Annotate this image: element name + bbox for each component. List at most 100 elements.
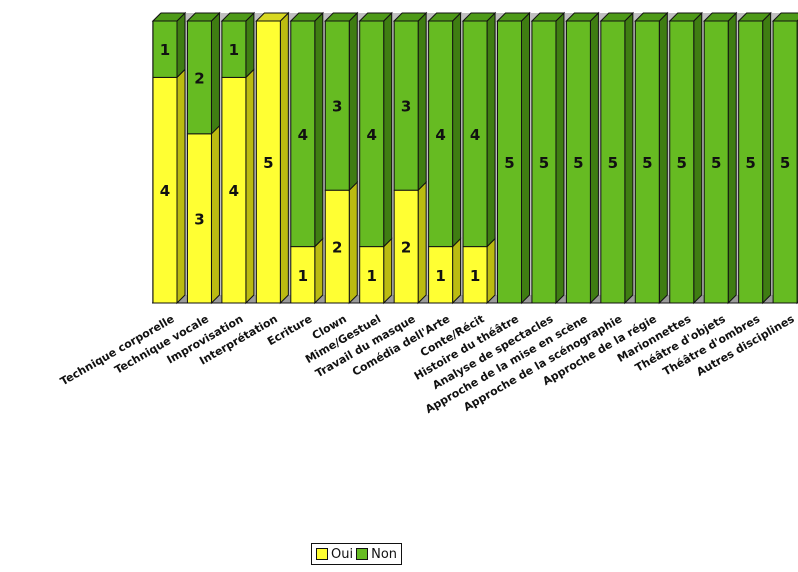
- bar-oui-9: [462, 246, 488, 304]
- value-label-non-16: 5: [711, 154, 721, 172]
- value-label-non-13: 5: [608, 154, 618, 172]
- bar-oui-4: [290, 246, 316, 304]
- value-label-non-18: 5: [780, 154, 790, 172]
- value-label-oui-8: 1: [435, 267, 445, 285]
- bar-top-13: [599, 12, 635, 22]
- bar-non-5: [324, 20, 350, 191]
- bar-non-side-17: [762, 11, 772, 305]
- bar-top-6: [358, 12, 393, 22]
- bar-oui-side-2: [245, 68, 255, 305]
- bar-top-17: [737, 12, 772, 22]
- value-label-oui-5: 2: [332, 239, 342, 257]
- value-labels: 4 1 3 2 4 1 5 1 4 2 3 1 4 2 3 1 4 1 4 5 5 5 5 5 5 5 5 5: [160, 41, 791, 285]
- bar-non-side-14: [658, 11, 668, 305]
- bar-oui-side-6: [383, 237, 393, 305]
- value-label-non-15: 5: [677, 154, 687, 172]
- bar-top-16: [702, 12, 738, 22]
- bar-top-3: [255, 12, 290, 22]
- bar-non-side-7: [417, 11, 427, 192]
- value-label-non-17: 5: [745, 154, 755, 172]
- bar-non-side-10: [521, 11, 530, 305]
- value-label-non-10: 5: [504, 154, 514, 172]
- bar-oui-3: [255, 20, 281, 304]
- value-label-oui-1: 3: [194, 210, 204, 228]
- bar-top-5: [324, 12, 359, 22]
- value-label-oui-9: 1: [470, 267, 480, 285]
- bar-oui-side-5: [348, 180, 358, 305]
- legend: Oui Non: [311, 543, 403, 565]
- bar-non-side-13: [624, 11, 634, 305]
- value-label-oui-6: 1: [366, 267, 376, 285]
- value-label-non-9: 4: [470, 126, 480, 144]
- value-label-oui-4: 1: [298, 267, 308, 285]
- legend-item-oui: Oui: [316, 547, 353, 562]
- bar-non-1: [186, 20, 212, 135]
- bar-oui-0: [152, 76, 178, 304]
- legend-item-non: Non: [356, 547, 397, 562]
- value-label-oui-7: 2: [401, 239, 411, 257]
- bar-top-2: [220, 12, 256, 22]
- bar-non-13: [600, 20, 626, 304]
- bar-oui-5: [324, 189, 350, 304]
- bar-non-side-8: [452, 11, 462, 248]
- value-label-non-1: 2: [194, 69, 204, 87]
- stacked-bar-chart: 4 1 3 2 4 1 5 1 4 2 3 1 4 2 3 1 4 1 4 5 5 5 5 5 5 5 5 5 Technique c…: [58, 11, 798, 416]
- bar-non-15: [669, 20, 695, 304]
- bar-oui-side-4: [314, 237, 324, 305]
- bar-top-1: [186, 12, 221, 22]
- bar-top-10: [496, 12, 531, 22]
- bar-non-side-9: [486, 11, 496, 248]
- value-label-non-14: 5: [642, 154, 652, 172]
- bar-non-18: [772, 20, 798, 304]
- value-label-non-6: 4: [366, 126, 376, 144]
- bar-non-side-11: [555, 11, 565, 305]
- bar-oui-7: [393, 189, 419, 304]
- legend-swatch-oui: [316, 548, 328, 560]
- bar-non-11: [531, 20, 557, 304]
- bar-oui-side-8: [452, 237, 462, 305]
- legend-swatch-non: [356, 548, 369, 560]
- bar-oui-side-3: [279, 11, 289, 305]
- bar-non-12: [565, 20, 591, 304]
- value-label-non-11: 5: [539, 154, 549, 172]
- value-label-non-0: 1: [160, 41, 170, 59]
- bar-non-17: [738, 20, 764, 304]
- bar-non-side-12: [589, 11, 599, 305]
- bar-top-4: [289, 12, 325, 22]
- bar-top-12: [565, 12, 600, 22]
- value-label-non-8: 4: [435, 126, 445, 144]
- bar-top-7: [392, 12, 428, 22]
- bars: [151, 11, 798, 305]
- legend-label-non: Non: [371, 546, 398, 562]
- bar-non-6: [359, 20, 385, 248]
- bar-non-2: [221, 20, 247, 78]
- bar-non-0: [152, 20, 178, 78]
- value-label-oui-0: 4: [160, 182, 170, 200]
- bar-oui-side-9: [486, 237, 496, 305]
- bar-oui-side-1: [210, 124, 220, 305]
- bar-non-side-1: [210, 11, 220, 136]
- value-label-non-5: 3: [332, 98, 342, 116]
- bar-top-0: [151, 12, 187, 22]
- bar-non-side-4: [314, 11, 324, 248]
- bar-non-7: [393, 20, 419, 191]
- bar-top-15: [668, 12, 703, 22]
- value-label-non-7: 3: [401, 98, 411, 116]
- bar-non-10: [497, 20, 522, 304]
- value-label-oui-2: 4: [229, 182, 239, 200]
- bar-non-side-2: [245, 11, 255, 79]
- bar-top-18: [771, 12, 798, 22]
- bar-top-14: [634, 12, 669, 22]
- bar-non-side-0: [176, 11, 186, 79]
- bar-oui-6: [359, 246, 385, 304]
- legend-label-oui: Oui: [331, 546, 354, 562]
- bar-non-14: [634, 20, 660, 304]
- bar-non-side-16: [727, 11, 737, 305]
- value-label-non-12: 5: [573, 154, 583, 172]
- value-label-non-2: 1: [229, 41, 239, 59]
- bar-oui-2: [221, 76, 247, 304]
- bar-top-11: [530, 12, 566, 22]
- value-label-non-4: 4: [298, 126, 308, 144]
